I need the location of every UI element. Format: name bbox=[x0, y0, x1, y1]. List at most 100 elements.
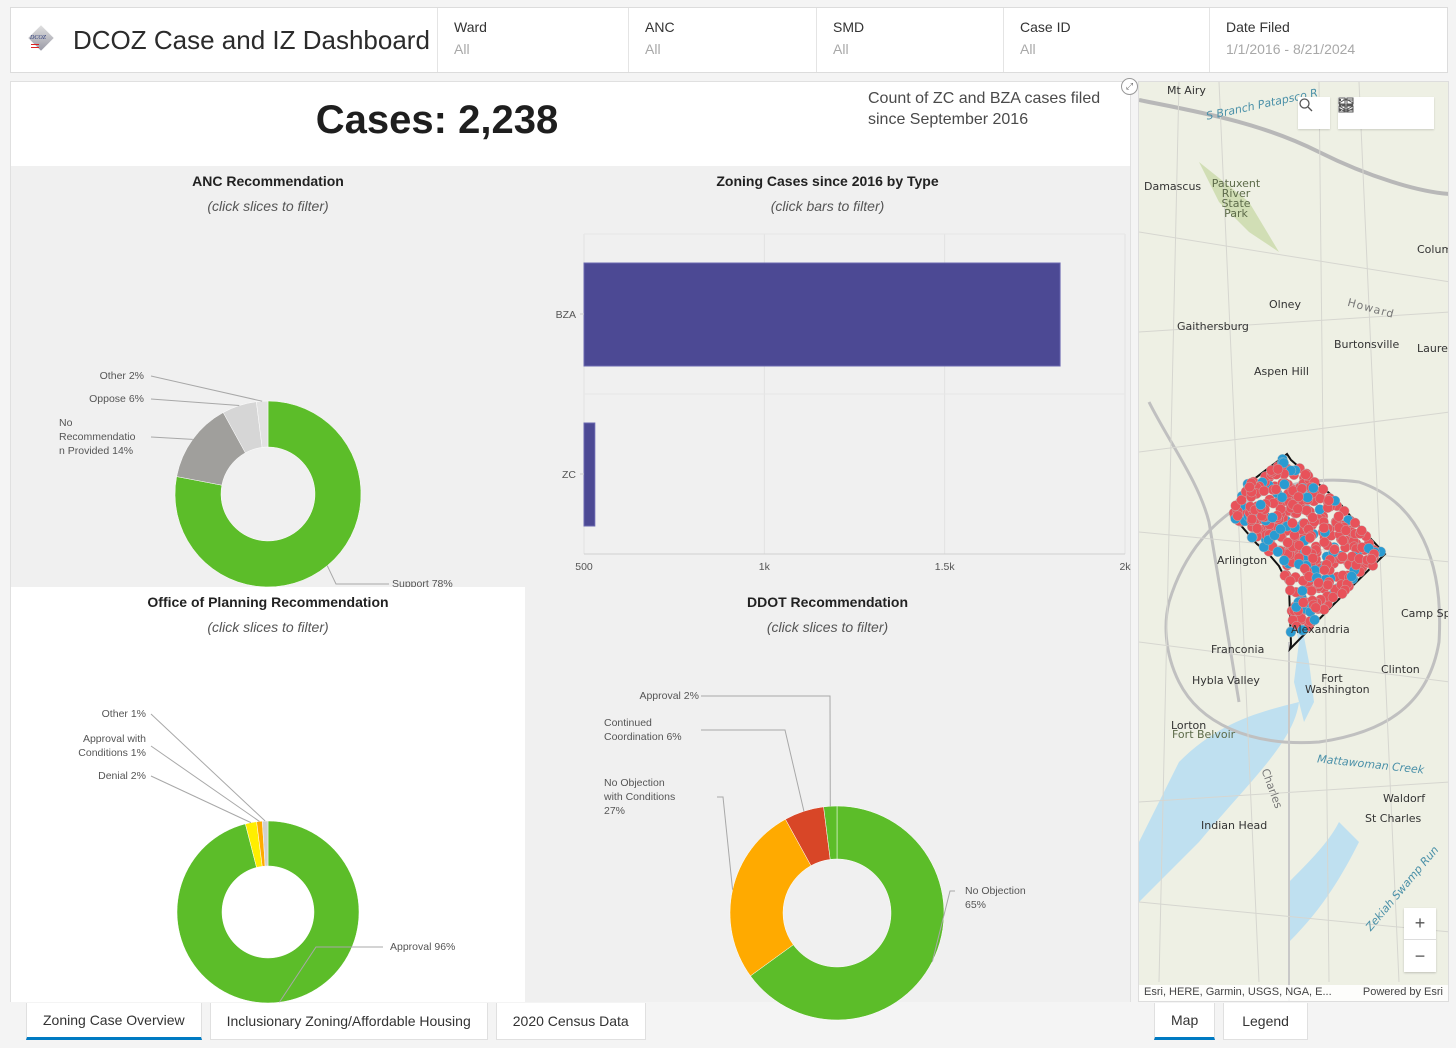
tab-zoning-case-overview[interactable]: Zoning Case Overview bbox=[26, 1003, 202, 1040]
map-label: Damascus bbox=[1144, 180, 1202, 193]
filter-anc[interactable]: ANC All bbox=[629, 8, 817, 72]
case-point bbox=[1275, 523, 1286, 535]
filter-label: Ward bbox=[454, 19, 487, 35]
header-bar: DCOZ DCOZ Case and IZ Dashboard Ward All… bbox=[10, 7, 1448, 73]
case-point bbox=[1272, 464, 1284, 475]
filter-case-id[interactable]: Case ID All bbox=[1004, 8, 1210, 72]
case-point bbox=[1276, 492, 1288, 503]
basemap[interactable] bbox=[1139, 82, 1449, 1002]
attribution-sources[interactable]: Esri, HERE, Garmin, USGS, NGA, E... bbox=[1144, 986, 1332, 998]
tab-2020-census-data[interactable]: 2020 Census Data bbox=[495, 1003, 646, 1040]
leader-line bbox=[150, 398, 240, 407]
filter-label: Date Filed bbox=[1226, 19, 1290, 35]
filter-date-filed[interactable]: Date Filed 1/1/2016 - 8/21/2024 bbox=[1210, 8, 1447, 72]
tab-map[interactable]: Map bbox=[1154, 1003, 1216, 1040]
case-point bbox=[1356, 525, 1367, 536]
maximize-icon[interactable]: ⤢ bbox=[1121, 78, 1138, 95]
zoom-control: + − bbox=[1404, 908, 1436, 972]
slice-label: Continued Coordination 6% bbox=[604, 717, 682, 743]
leader-line bbox=[150, 375, 263, 402]
slice-no-objection-with-conditions[interactable] bbox=[729, 818, 812, 977]
case-point bbox=[1236, 494, 1247, 506]
case-point bbox=[1301, 545, 1312, 556]
filter-smd[interactable]: SMD All bbox=[817, 8, 1004, 72]
ddot-recommendation-panel: DDOT Recommendation (click slices to fil… bbox=[525, 587, 1130, 1021]
case-point bbox=[1304, 532, 1316, 543]
leader-line bbox=[150, 436, 193, 440]
map-label: Burtonsville bbox=[1334, 338, 1400, 351]
map-label: Waldorf bbox=[1383, 792, 1426, 805]
zoom-out-button[interactable]: − bbox=[1414, 945, 1426, 966]
filter-ward[interactable]: Ward All bbox=[438, 8, 629, 72]
map-label: St Charles bbox=[1365, 812, 1422, 825]
case-points-layer[interactable] bbox=[1228, 454, 1386, 638]
case-point bbox=[1293, 491, 1304, 503]
case-point bbox=[1307, 512, 1318, 523]
x-tick-label: 2k bbox=[1119, 561, 1131, 573]
case-point bbox=[1329, 544, 1340, 555]
ddot-donut-chart: No Objection 65% No Objection with Conditio… bbox=[603, 690, 1026, 1021]
filter-value: All bbox=[454, 41, 470, 57]
brand: DCOZ DCOZ Case and IZ Dashboard bbox=[11, 8, 438, 72]
slice-other[interactable] bbox=[256, 400, 269, 448]
search-icon[interactable] bbox=[1298, 97, 1330, 129]
case-point bbox=[1318, 522, 1330, 534]
bar-zc[interactable] bbox=[583, 422, 596, 527]
case-point bbox=[1287, 517, 1298, 529]
case-point bbox=[1278, 555, 1290, 566]
map-label: Mt Airy bbox=[1167, 84, 1206, 97]
map-label: Colum bbox=[1417, 243, 1449, 256]
anc-donut-chart: Support 78%No Recommendatio n Provided 14%… bbox=[59, 370, 453, 590]
case-point bbox=[1270, 484, 1282, 495]
case-point bbox=[1313, 577, 1324, 589]
filter-label: ANC bbox=[645, 19, 675, 35]
slice-approval[interactable] bbox=[176, 820, 360, 1004]
case-point bbox=[1272, 546, 1283, 557]
map-label: Patuxent River State Park bbox=[1211, 177, 1261, 220]
zoom-in-button[interactable]: + bbox=[1404, 908, 1436, 940]
case-point bbox=[1285, 575, 1296, 587]
slice-support[interactable] bbox=[174, 400, 362, 588]
map-label: Alexandria bbox=[1291, 623, 1350, 636]
map-search-toolbar bbox=[1298, 97, 1330, 129]
case-point bbox=[1300, 469, 1311, 480]
page-tabs: Zoning Case Overview Inclusionary Zoning… bbox=[26, 1003, 646, 1040]
case-point bbox=[1346, 571, 1357, 582]
chart-subtitle: (click slices to filter) bbox=[207, 619, 329, 635]
case-point bbox=[1349, 517, 1361, 529]
tab-legend[interactable]: Legend bbox=[1223, 1003, 1308, 1040]
case-point bbox=[1267, 512, 1278, 523]
slice-other[interactable] bbox=[262, 820, 269, 867]
slice-label: No Objection with Conditions 27% bbox=[603, 777, 675, 817]
chart-subtitle: (click slices to filter) bbox=[766, 619, 889, 635]
case-point bbox=[1292, 503, 1303, 514]
case-count-value: Cases: 2,238 bbox=[315, 98, 559, 142]
zoning-type-bar-chart: 500 1k 1.5k 2k BZA ZC bbox=[556, 233, 1131, 573]
case-point bbox=[1317, 484, 1329, 495]
slice-approval[interactable] bbox=[823, 805, 838, 860]
layers-icon[interactable] bbox=[1338, 97, 1402, 129]
case-point bbox=[1333, 511, 1344, 522]
x-tick-label: 500 bbox=[575, 561, 593, 573]
filter-label: Case ID bbox=[1020, 19, 1071, 35]
map-label: Olney bbox=[1269, 298, 1301, 311]
case-point bbox=[1258, 485, 1270, 497]
slice-label: Denial 2% bbox=[98, 770, 146, 782]
basemap-gallery-icon[interactable] bbox=[1338, 97, 1434, 129]
case-point bbox=[1232, 510, 1243, 521]
tab-inclusionary-zoning[interactable]: Inclusionary Zoning/Affordable Housing bbox=[209, 1003, 488, 1040]
chart-subtitle: (click slices to filter) bbox=[207, 198, 329, 214]
case-point bbox=[1246, 513, 1258, 525]
slice-label: Other 2% bbox=[100, 370, 144, 382]
bar-bza[interactable] bbox=[583, 262, 1061, 367]
powered-by-esri[interactable]: Powered by Esri bbox=[1362, 986, 1443, 998]
map-label: Arlington bbox=[1217, 554, 1268, 567]
slice-no-objection[interactable] bbox=[750, 805, 945, 1021]
leader-line bbox=[326, 565, 389, 585]
leader-line bbox=[701, 729, 805, 812]
map-view[interactable]: Mt Airy S Branch Patapsco R Damascus Pat… bbox=[1138, 81, 1449, 1002]
case-point bbox=[1309, 614, 1320, 626]
case-point bbox=[1327, 592, 1339, 603]
chart-title: Office of Planning Recommendation bbox=[147, 594, 389, 610]
